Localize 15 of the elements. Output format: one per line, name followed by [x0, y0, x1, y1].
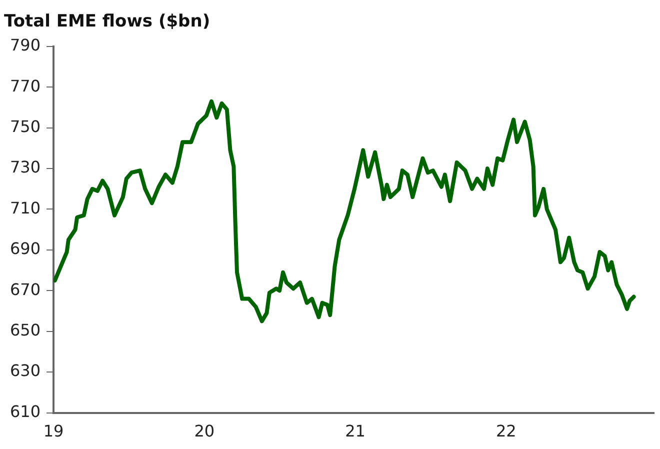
x-tick-label: 21 [345, 422, 366, 441]
chart-title: Total EME flows ($bn) [4, 12, 210, 32]
y-tick-label: 610 [10, 402, 41, 421]
y-tick-label: 750 [10, 116, 41, 136]
y-tick-label: 790 [10, 36, 41, 55]
y-tick-label: 770 [10, 76, 41, 96]
y-tick-label: 650 [10, 320, 41, 340]
x-tick-label: 22 [496, 422, 516, 441]
y-tick-label: 630 [10, 361, 41, 380]
y-tick-label: 670 [10, 280, 41, 299]
y-tick-label: 730 [10, 158, 41, 177]
x-tick-label: 20 [194, 422, 215, 441]
y-tick-label: 710 [10, 198, 41, 218]
y-tick-label: 690 [10, 239, 41, 258]
x-tick-label: 19 [43, 422, 64, 441]
